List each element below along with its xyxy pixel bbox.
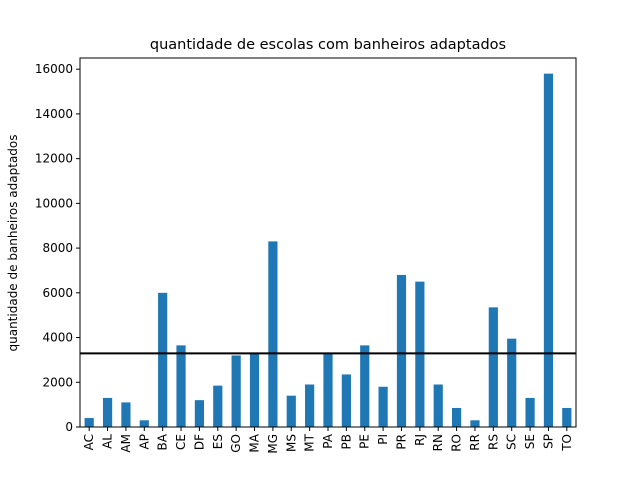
- x-tick-label-al: AL: [101, 434, 115, 449]
- bar-df: [194, 400, 204, 427]
- x-tick-label-ro: RO: [450, 434, 464, 452]
- plot-frame: [79, 57, 577, 428]
- x-tick-label-ac: AC: [82, 434, 96, 450]
- bar-ce: [176, 345, 186, 427]
- chart-title: quantidade de escolas com banheiros adap…: [150, 37, 506, 53]
- x-tick-label-ap: AP: [137, 434, 151, 449]
- x-tick-label-ma: MA: [248, 433, 262, 452]
- bar-pa: [323, 353, 333, 427]
- bar-rn: [433, 384, 443, 427]
- x-tick-label-to: TO: [560, 434, 574, 452]
- x-tick-label-mt: MT: [303, 433, 317, 451]
- x-axis: AC AL AM AP BA CE DF ES GO MA MG MS MT PA PB PE PI PR RJ RN…: [82, 427, 574, 454]
- bar-go: [231, 355, 241, 427]
- bar-rr: [470, 420, 480, 427]
- x-tick-label-sc: SC: [505, 434, 519, 450]
- bar-ap: [139, 420, 149, 427]
- bar-mg: [268, 241, 278, 427]
- bar-sc: [507, 338, 517, 427]
- x-tick-label-se: SE: [523, 434, 537, 449]
- x-tick-label-rj: RJ: [413, 434, 427, 446]
- x-tick-label-pe: PE: [358, 434, 372, 449]
- x-tick-label-rn: RN: [431, 434, 445, 451]
- y-tick-label: 16000: [35, 62, 73, 76]
- x-tick-label-ce: CE: [174, 434, 188, 450]
- x-tick-label-pr: PR: [394, 434, 408, 450]
- x-tick-label-rr: RR: [468, 434, 482, 451]
- bar-pe: [360, 345, 370, 427]
- bar-pr: [396, 274, 407, 427]
- x-tick-label-pi: PI: [376, 434, 390, 445]
- x-tick-label-sp: SP: [541, 434, 555, 449]
- y-tick-label: 6000: [42, 286, 73, 300]
- y-tick-label: 12000: [35, 152, 73, 166]
- y-tick-label: 0: [65, 420, 73, 434]
- bar-sp: [543, 73, 554, 428]
- x-tick-label-pa: PA: [321, 433, 335, 448]
- bar-se: [525, 397, 535, 427]
- x-tick-label-pb: PB: [339, 434, 353, 449]
- bar-to: [562, 407, 572, 427]
- bar-pi: [378, 386, 388, 427]
- y-tick-label: 2000: [42, 375, 73, 389]
- bar-pb: [341, 374, 351, 427]
- y-axis: 0 2000 4000 6000 8000 10000 12000 14000 16000: [35, 62, 80, 434]
- bar-al: [102, 397, 113, 427]
- x-tick-label-df: DF: [192, 434, 206, 450]
- x-tick-label-ms: MS: [284, 434, 298, 452]
- bar-ma: [249, 353, 260, 427]
- y-tick-label: 4000: [42, 331, 73, 345]
- y-axis-label: quantidade de banheiros adaptados: [6, 134, 20, 351]
- bar-ac: [84, 418, 94, 427]
- x-tick-label-rs: RS: [486, 434, 500, 450]
- y-tick-label: 10000: [35, 196, 73, 210]
- x-tick-label-es: ES: [211, 434, 225, 449]
- y-tick-label: 14000: [35, 107, 73, 121]
- bar-ba: [158, 292, 168, 427]
- bar-mt: [305, 384, 315, 427]
- bar-rs: [488, 307, 498, 427]
- bar-es: [213, 385, 223, 427]
- bar-am: [121, 402, 131, 427]
- x-tick-label-mg: MG: [266, 434, 280, 454]
- y-tick-label: 8000: [42, 241, 73, 255]
- bar-ro: [452, 407, 462, 427]
- x-tick-label-am: AM: [119, 434, 133, 453]
- x-tick-label-ba: BA: [156, 433, 170, 450]
- bar-ms: [286, 395, 296, 427]
- x-tick-label-go: GO: [229, 434, 243, 453]
